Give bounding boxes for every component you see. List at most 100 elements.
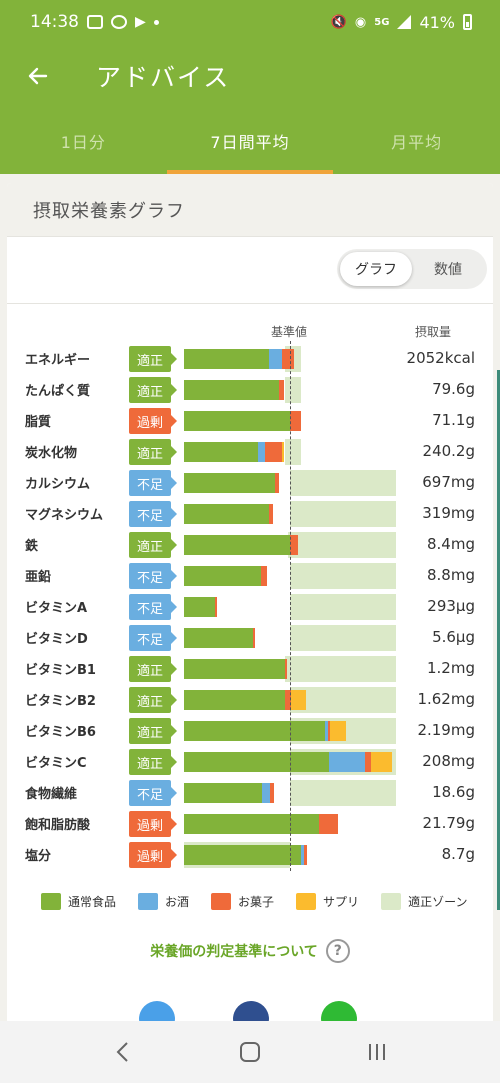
intake-value: 319mg	[422, 504, 475, 522]
nutrient-row: ビタミンD 不足 5.6µg	[7, 625, 493, 651]
optimal-zone	[290, 563, 396, 589]
gallery-icon	[87, 15, 103, 29]
scrollbar[interactable]	[497, 370, 500, 910]
status-badge: 適正	[129, 439, 177, 465]
bar-segment-supplement	[291, 690, 306, 710]
status-bar: 14:38 ▶ 🔇 ◉ 5G 41%	[0, 0, 500, 44]
intake-value: 8.8mg	[427, 566, 475, 584]
status-badge: 不足	[129, 625, 177, 651]
bar-segment-food	[184, 504, 269, 524]
reference-line	[290, 341, 291, 871]
intake-value: 8.4mg	[427, 535, 475, 553]
nutrient-row: 飽和脂肪酸 過剰 21.79g	[7, 811, 493, 837]
reference-label: 基準値	[271, 325, 308, 339]
tab-monthly-average[interactable]: 月平均	[391, 133, 443, 152]
view-toggle: グラフ 数値	[337, 249, 487, 289]
nutrient-row: 脂質 過剰 71.1g	[7, 408, 493, 434]
bar-segment-snack	[365, 752, 371, 772]
nutrient-row: たんぱく質 適正 79.6g	[7, 377, 493, 403]
chevron-left-icon	[116, 1042, 129, 1062]
intake-value: 79.6g	[432, 380, 475, 398]
nutrient-row: エネルギー 適正 2052kcal	[7, 346, 493, 372]
legend-item-zone: 適正ゾーン	[381, 893, 467, 910]
intake-value: 18.6g	[432, 783, 475, 801]
bar-segment-food	[184, 380, 280, 400]
status-badge: 不足	[129, 563, 177, 589]
legend-swatch	[138, 893, 159, 910]
status-badge: 適正	[129, 718, 177, 744]
bar-segment-food	[184, 659, 285, 679]
nav-back-button[interactable]	[103, 1032, 143, 1072]
more-notifications-icon	[153, 19, 159, 25]
nutrient-name: カルシウム	[25, 477, 91, 492]
arrow-left-icon	[28, 67, 48, 85]
bar-segment-snack	[281, 349, 295, 369]
bar-segment-snack	[268, 504, 274, 524]
intake-value: 1.2mg	[427, 659, 475, 677]
bar-segment-food	[184, 597, 215, 617]
legend-label: お菓子	[238, 895, 275, 909]
status-badge: 不足	[129, 594, 177, 620]
intake-value: 208mg	[422, 752, 475, 770]
nutrient-name: ビタミンC	[25, 756, 87, 771]
legend-swatch	[381, 893, 402, 910]
bar-segment-food	[184, 349, 269, 369]
optimal-zone	[287, 532, 396, 558]
status-badge: 過剰	[129, 811, 177, 837]
intake-value: 8.7g	[441, 845, 475, 863]
bar-segment-alcohol	[268, 349, 282, 369]
nutrient-row: 炭水化物 適正 240.2g	[7, 439, 493, 465]
optimal-zone	[290, 470, 396, 496]
alarm-icon	[111, 15, 127, 29]
intake-value: 293µg	[427, 597, 475, 615]
legend-label: お酒	[165, 895, 190, 909]
nav-recents-button[interactable]	[357, 1032, 397, 1072]
optimal-zone	[284, 377, 301, 403]
nav-home-button[interactable]	[230, 1032, 270, 1072]
bar-segment-food	[184, 566, 262, 586]
nutrient-row: 塩分 過剰 8.7g	[7, 842, 493, 868]
bar-segment-supplement	[370, 752, 392, 772]
bar-segment-snack	[328, 721, 331, 741]
status-badge: 適正	[129, 377, 177, 403]
nutrient-row: 鉄 適正 8.4mg	[7, 532, 493, 558]
nutrient-name: 塩分	[25, 849, 52, 864]
tab-seven-day-average[interactable]: 7日間平均	[166, 108, 334, 174]
back-button[interactable]	[18, 56, 58, 96]
tab-one-day[interactable]: 1日分	[60, 133, 106, 152]
bar-segment-food	[184, 690, 285, 710]
nutrient-name: ビタミンD	[25, 632, 88, 647]
location-icon: ◉	[354, 14, 367, 30]
bar-segment-food	[184, 628, 253, 648]
recents-icon	[368, 1044, 385, 1060]
period-tabs: 1日分 7日間平均 月平均	[0, 108, 500, 174]
optimal-zone	[290, 625, 396, 651]
nutrient-name: ビタミンB6	[25, 725, 96, 740]
intake-value: 240.2g	[422, 442, 475, 460]
bar-segment-supplement	[330, 721, 347, 741]
bar-segment-snack	[290, 411, 301, 431]
legend-swatch	[296, 893, 317, 910]
nutrient-name: 脂質	[25, 415, 52, 430]
legend-label: 通常食品	[68, 895, 117, 909]
optimal-zone	[284, 439, 301, 465]
bar-segment-alcohol	[300, 845, 304, 865]
nutrient-name: 飽和脂肪酸	[25, 818, 91, 833]
bar-segment-food	[184, 814, 319, 834]
bar-segment-alcohol	[258, 442, 265, 462]
toggle-values-button[interactable]: 数値	[434, 262, 462, 278]
activity-icon: ▶	[135, 14, 146, 30]
bar-segment-snack	[269, 783, 275, 803]
nutrient-row: ビタミンB2 適正 1.62mg	[7, 687, 493, 713]
bar-segment-snack	[279, 380, 284, 400]
legend-item-snack: お菓子	[211, 893, 274, 910]
bar-segment-food	[184, 442, 259, 462]
bar-segment-food	[184, 845, 301, 865]
optimal-zone	[290, 594, 396, 620]
toggle-graph-button[interactable]: グラフ	[340, 252, 412, 286]
bar-segment-alcohol	[324, 721, 329, 741]
criteria-link[interactable]: 栄養価の判定基準について ?	[7, 939, 493, 963]
intake-value: 2052kcal	[406, 349, 475, 367]
nutrient-name: 亜鉛	[25, 570, 52, 585]
optimal-zone	[284, 656, 396, 682]
